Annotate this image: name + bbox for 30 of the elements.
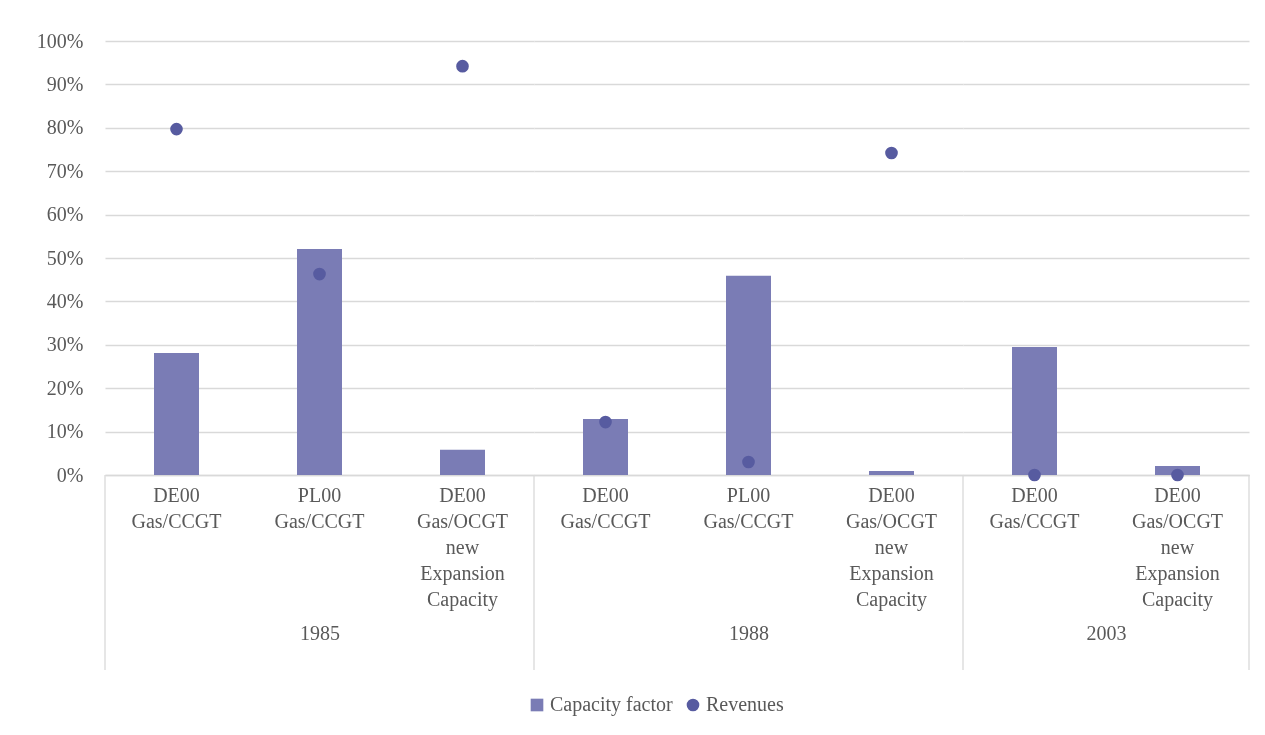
y-tick-label: 40% — [46, 289, 84, 312]
y-tick-label: 20% — [46, 376, 84, 399]
y-tick-label: 90% — [46, 72, 84, 95]
x-axis-title: 1988 — [729, 621, 769, 644]
x-tick-label: DE00 Gas/CCGT — [989, 483, 1080, 532]
point — [456, 59, 469, 73]
x-tick-label: PL00 Gas/CCGT — [274, 483, 365, 532]
y-tick-label: 80% — [46, 116, 84, 139]
y-tick-label: 70% — [46, 159, 84, 182]
x-tick-label: DE00 Gas/CCGT — [131, 483, 222, 532]
x-tick-label: PL00 Gas/CCGT — [703, 483, 794, 532]
legend-label: Revenues — [706, 693, 784, 715]
point — [313, 267, 326, 281]
x-tick-label: DE00 Gas/OCGT new Expansion Capacity — [845, 483, 938, 611]
y-tick-label: 30% — [46, 333, 84, 356]
y-tick-label: 50% — [46, 246, 84, 269]
x-tick-label: DE00 Gas/CCGT — [560, 483, 651, 532]
bar — [297, 248, 342, 475]
x-tick-label: DE00 Gas/OCGT new Expansion Capacity — [416, 483, 509, 611]
y-tick-label: 10% — [46, 420, 84, 443]
y-tick-label: 100% — [36, 29, 84, 52]
y-tick-label: 0% — [56, 463, 84, 486]
x-axis-title: 1985 — [300, 621, 340, 644]
point — [170, 122, 183, 136]
x-tick-label: DE00 Gas/OCGT new Expansion Capacity — [1131, 483, 1224, 611]
x-axis-title: 2003 — [1086, 621, 1127, 644]
bar — [154, 353, 199, 475]
y-tick-label: 60% — [46, 203, 84, 226]
bar — [440, 449, 485, 475]
legend-label: Capacity factor — [550, 693, 674, 716]
